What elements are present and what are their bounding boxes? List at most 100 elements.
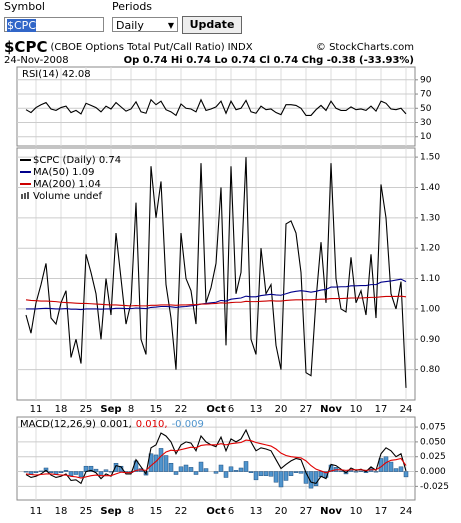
histogram-bar — [353, 471, 359, 473]
header-title: $CPC (CBOE Options Total Put/Call Ratio) I… — [4, 38, 253, 56]
histogram-bar — [68, 471, 74, 476]
histogram-bar — [268, 471, 274, 477]
histogram-bar — [243, 461, 249, 472]
x-tick-label: 8 — [128, 404, 134, 415]
x-tick-label: 6 — [228, 506, 234, 517]
y-tick-label: 0.80 — [420, 365, 440, 375]
histogram-bar — [373, 471, 379, 473]
y-tick-label: 1.20 — [420, 244, 440, 254]
histogram-bar — [308, 471, 314, 489]
y-tick-label: 50 — [420, 104, 432, 114]
histogram-bar — [233, 470, 239, 472]
y-tick-label: 0.075 — [420, 423, 446, 433]
update-button[interactable]: Update — [182, 16, 242, 34]
symbol: $CPC — [4, 38, 47, 56]
histogram-bar — [228, 466, 234, 472]
series-line — [25, 98, 407, 117]
y-tick-label: 0.90 — [420, 335, 440, 345]
x-tick-label: 20 — [275, 404, 288, 415]
histogram-bar — [213, 471, 219, 474]
x-tick-label: 25 — [80, 506, 93, 517]
histogram-bar — [193, 471, 199, 475]
symbol-input[interactable]: $CPC — [4, 17, 104, 32]
x-tick-label: Nov — [320, 404, 342, 415]
histogram-bar — [183, 464, 189, 472]
exchange: INDX — [228, 42, 253, 53]
histogram-bar — [58, 471, 64, 473]
x-tick-label: 27 — [300, 506, 313, 517]
histogram-bar — [188, 467, 194, 472]
security-name: (CBOE Options Total Put/Call Ratio) — [50, 42, 224, 53]
credit: © StockCharts.com — [316, 42, 414, 53]
legend-label: MA(200) 1.04 — [33, 179, 101, 190]
y-tick-label: 1.40 — [420, 183, 440, 193]
y-tick-label: 90 — [420, 75, 432, 85]
y-tick-label: 0.000 — [420, 467, 446, 477]
histogram-bar — [403, 471, 409, 478]
title-text: MACD(12,26,9) — [20, 419, 96, 430]
periods-label: Periods — [112, 0, 153, 13]
y-tick-label: 1.50 — [420, 153, 440, 163]
legend-label: $CPC (Daily) 0.74 — [33, 155, 121, 166]
x-tick-label: 10 — [350, 506, 363, 517]
legend-label: 0.010, — [136, 419, 168, 430]
histogram-bar — [103, 469, 109, 472]
date: 24-Nov-2008 — [4, 55, 69, 66]
x-tick-label: 22 — [175, 404, 188, 415]
histogram-bar — [113, 462, 119, 472]
y-tick-label: 1.10 — [420, 274, 440, 284]
legend-label: MA(50) 1.09 — [33, 167, 94, 178]
x-tick-label: 27 — [300, 404, 313, 415]
histogram-bar — [218, 464, 224, 472]
period-select[interactable]: Daily ▼ — [112, 17, 178, 32]
histogram-bar — [173, 471, 179, 475]
x-tick-label: 10 — [350, 404, 363, 415]
legend-label: 0.001, — [100, 419, 132, 430]
histogram-bar — [98, 471, 104, 475]
histogram-bar — [198, 461, 204, 472]
panel-title: RSI(14) 42.08 — [22, 69, 91, 80]
histogram-bar — [263, 471, 269, 476]
dropdown-arrow: ▼ — [167, 21, 174, 30]
x-tick-label: 15 — [150, 404, 163, 415]
x-tick-label: Sep — [100, 404, 121, 415]
histogram-bar — [288, 471, 294, 476]
histogram-bar — [293, 471, 299, 473]
x-tick-label: 18 — [55, 404, 68, 415]
legend-label: -0.009 — [172, 419, 204, 430]
x-tick-label: Oct — [206, 506, 225, 517]
x-tick-label: Oct — [206, 404, 225, 415]
histogram-bar — [338, 470, 344, 472]
histogram-bar — [273, 471, 279, 483]
histogram-bar — [258, 471, 264, 476]
histogram-bar — [203, 468, 209, 472]
histogram-bar — [33, 471, 39, 473]
histogram-bar — [178, 466, 184, 472]
y-tick-label: 10 — [420, 132, 432, 142]
x-tick-label: 25 — [80, 404, 93, 415]
histogram-bar — [148, 453, 154, 472]
histogram-bar — [283, 471, 289, 481]
y-tick-label: 30 — [420, 118, 432, 128]
histogram-bar — [163, 455, 169, 472]
histogram-bar — [278, 471, 284, 488]
legend-icon — [24, 193, 26, 199]
x-tick-label: 8 — [128, 506, 134, 517]
histogram-bar — [78, 471, 84, 478]
histogram-bar — [388, 461, 394, 472]
x-tick-label: 6 — [228, 404, 234, 415]
x-tick-label: 22 — [175, 506, 188, 517]
histogram-bar — [298, 471, 304, 474]
histogram-bar — [23, 471, 29, 473]
y-tick-label: 1.00 — [420, 304, 440, 314]
histogram-bar — [93, 468, 99, 472]
y-tick-label: 0.025 — [420, 452, 446, 462]
x-tick-label: 11 — [30, 506, 43, 517]
histogram-bar — [253, 471, 259, 481]
x-tick-label: 17 — [375, 506, 388, 517]
x-tick-label: Sep — [100, 506, 121, 517]
legend-icon — [27, 192, 29, 199]
series-line — [26, 278, 407, 311]
